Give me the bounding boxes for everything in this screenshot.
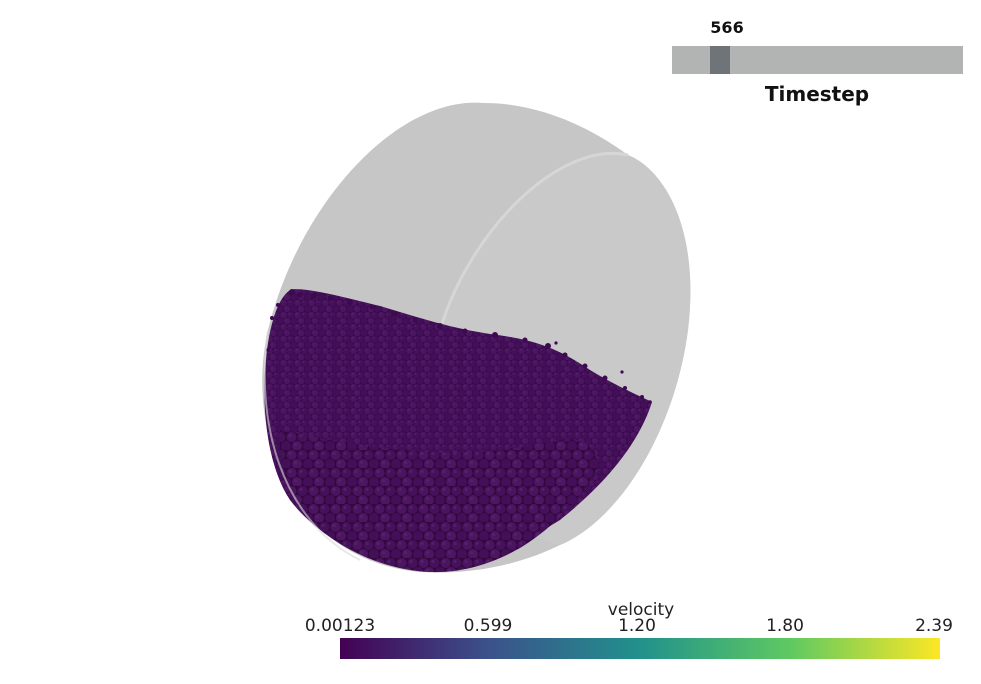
colorbar-tick-label: 1.20 <box>618 616 656 636</box>
colorbar-gradient <box>340 638 940 659</box>
cylinder-front-wall <box>263 329 361 561</box>
timestep-label: Timestep <box>764 82 870 106</box>
timestep-slider-handle[interactable] <box>710 46 730 74</box>
colorbar-tick-label: 0.599 <box>463 616 513 636</box>
timestep-slider-track[interactable] <box>672 46 963 74</box>
colorbar-title: velocity <box>607 600 675 620</box>
colorbar-tick-label: 0.00123 <box>304 616 376 636</box>
colorbar-tick-label: 2.39 <box>915 616 953 636</box>
particle-bed <box>264 289 652 573</box>
colorbar-tick-label: 1.80 <box>766 616 804 636</box>
timestep-value: 566 <box>710 18 744 37</box>
